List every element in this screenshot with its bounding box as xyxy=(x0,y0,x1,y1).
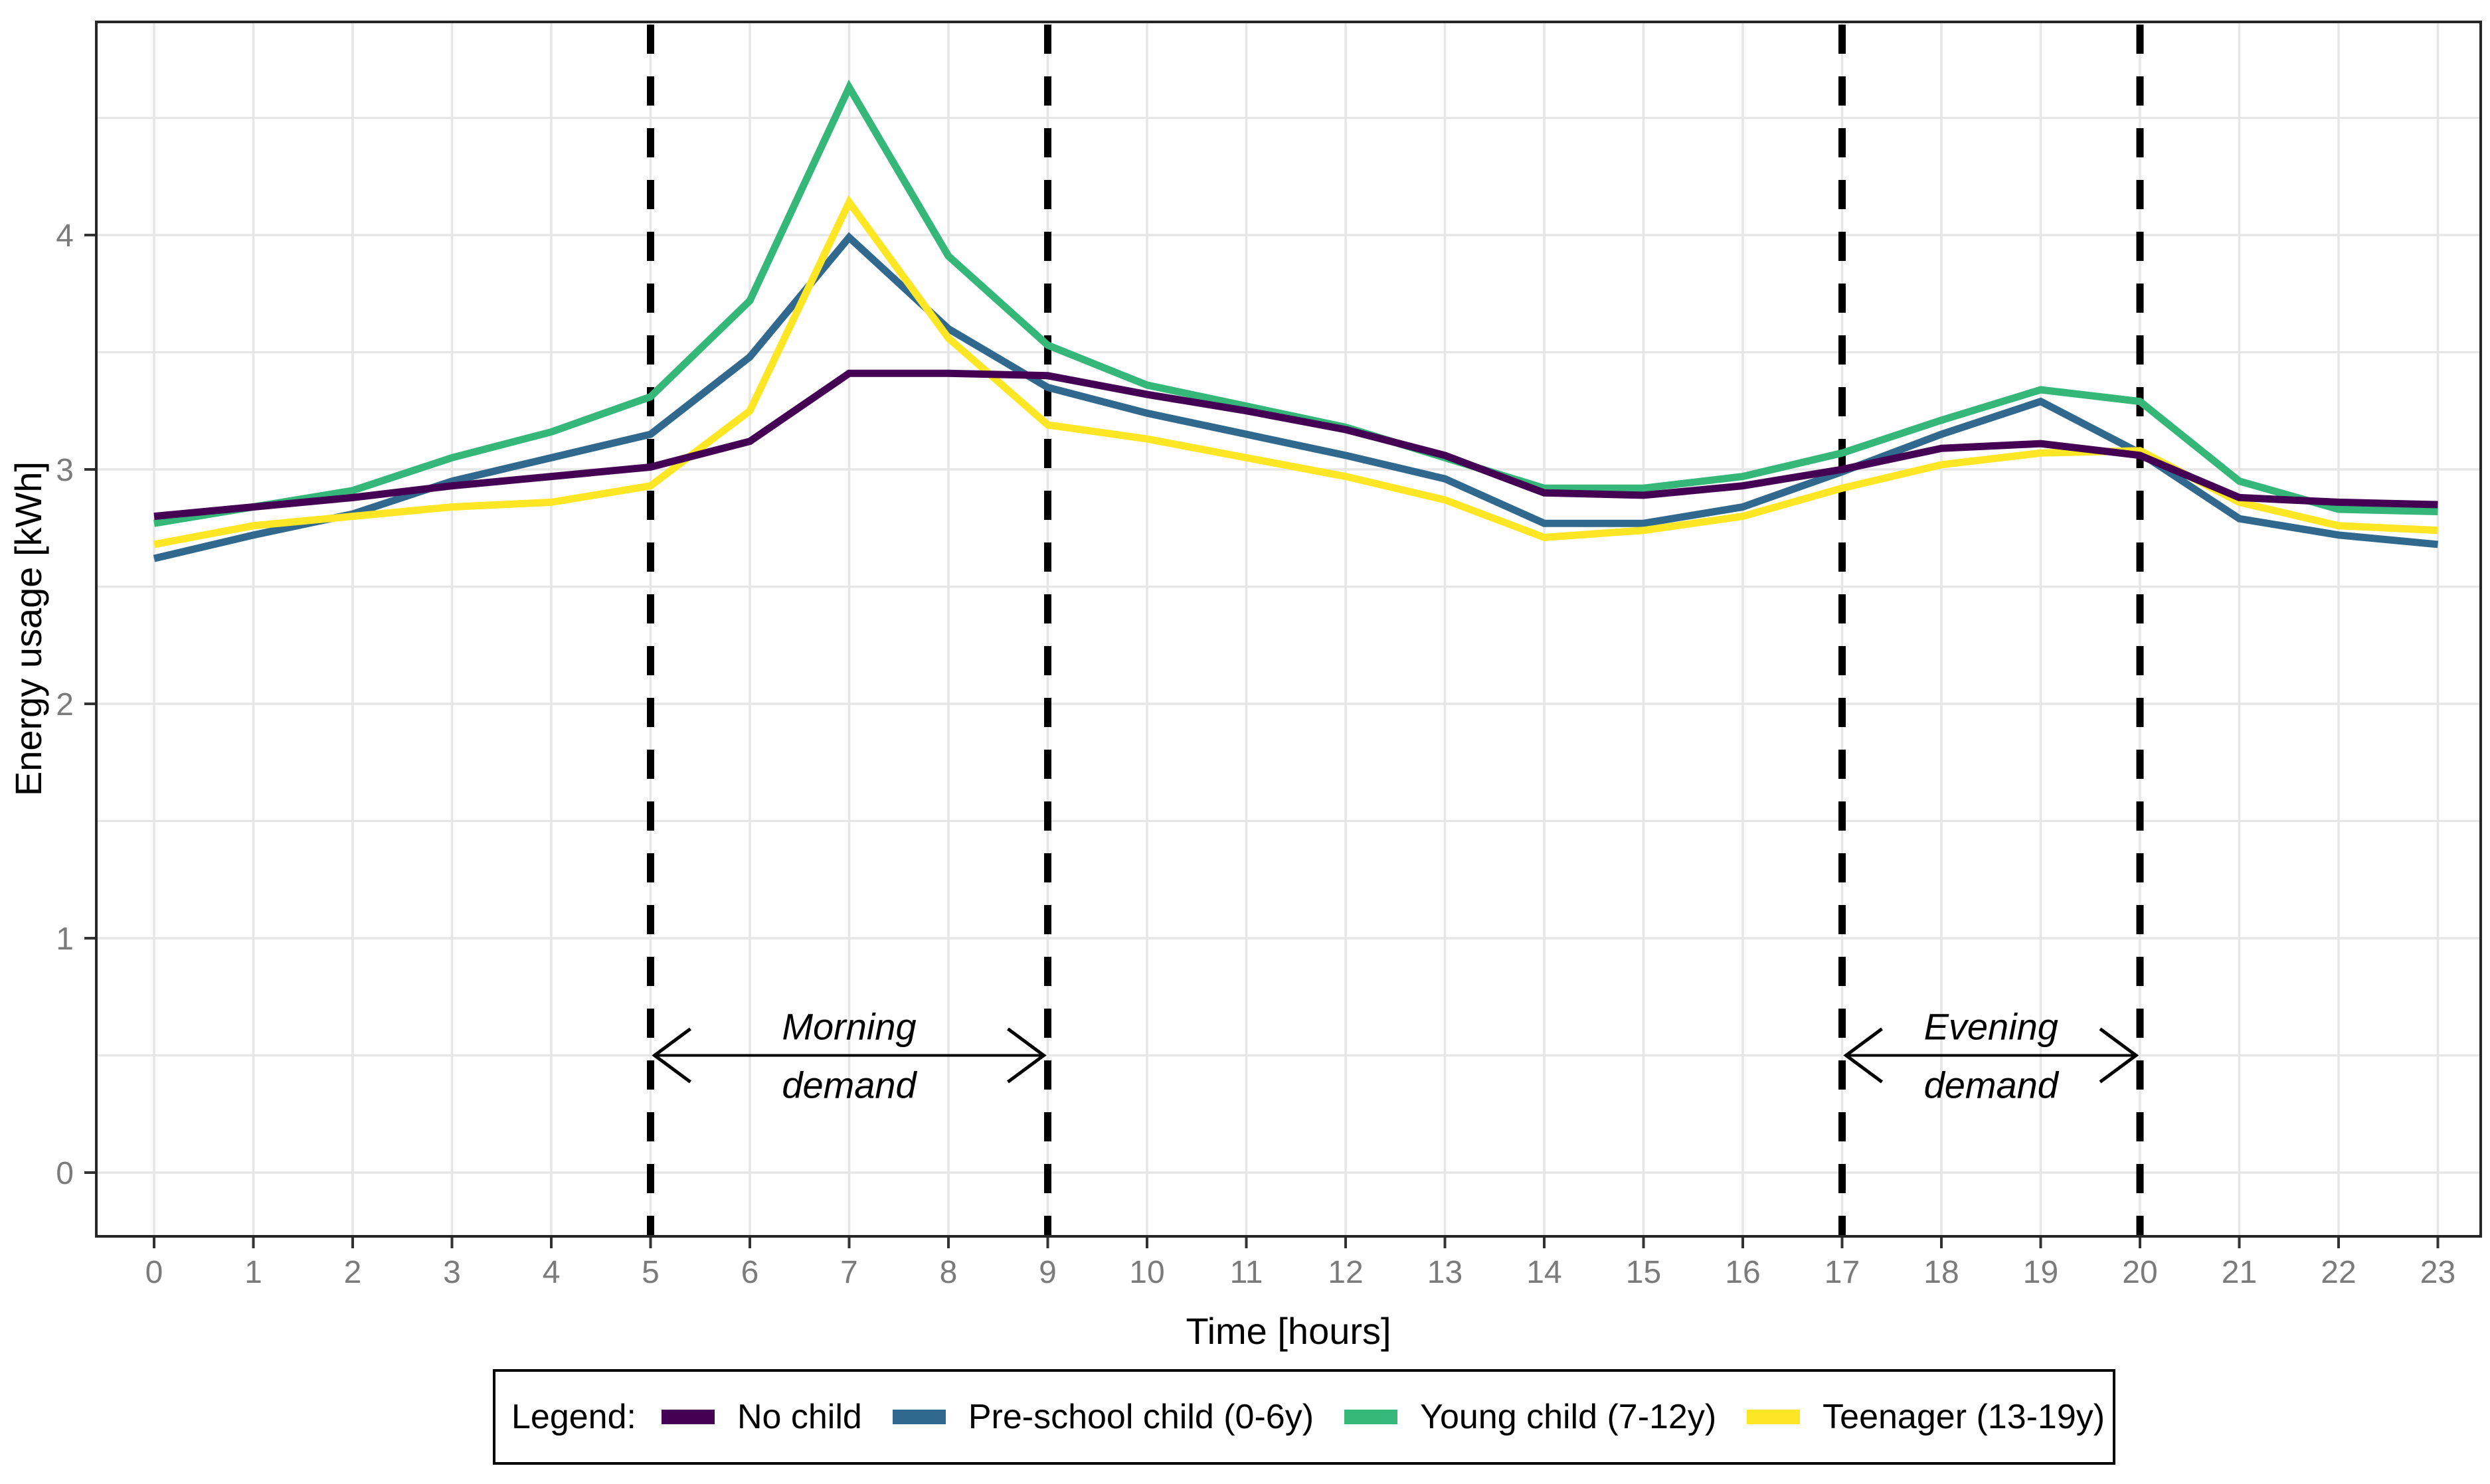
x-tick-label: 2 xyxy=(344,1255,362,1290)
legend-item: Pre-school child (0-6y) xyxy=(892,1397,1314,1437)
dashed-vlines xyxy=(647,25,2144,1235)
x-tick-label: 9 xyxy=(1039,1255,1057,1290)
x-tick-label: 15 xyxy=(1626,1255,1661,1290)
x-tick-label: 1 xyxy=(244,1255,262,1290)
x-tick-label: 18 xyxy=(1923,1255,1959,1290)
series-line-pre-school-child-0-6y xyxy=(153,232,2439,562)
arrow-head-left xyxy=(652,1027,691,1084)
x-tick-label: 10 xyxy=(1129,1255,1164,1290)
x-tick-label: 8 xyxy=(940,1255,958,1290)
legend-item: Young child (7-12y) xyxy=(1344,1397,1716,1437)
x-tick-label: 13 xyxy=(1427,1255,1463,1290)
legend-key-swatch xyxy=(1747,1410,1801,1424)
annotations: Morning demand Evening demand xyxy=(652,1006,2139,1106)
legend-item: Teenager (13-19y) xyxy=(1747,1397,2105,1437)
x-tick-label: 5 xyxy=(642,1255,660,1290)
legend-item-label: Teenager (13-19y) xyxy=(1823,1398,2105,1436)
x-tick-label: 22 xyxy=(2321,1255,2356,1290)
gridlines xyxy=(96,22,2481,1236)
y-tick-label: 4 xyxy=(56,218,74,254)
x-tick-label: 3 xyxy=(443,1255,461,1290)
series-line-young-child-7-12y xyxy=(153,79,2438,527)
x-tick-label: 20 xyxy=(2122,1255,2157,1290)
annotation-text-line2: demand xyxy=(1924,1064,2060,1106)
y-tick-label: 3 xyxy=(56,453,74,488)
arrow-head-right xyxy=(1007,1027,1047,1084)
series-line-teenager-13-19y xyxy=(153,195,2438,548)
series-line-no-child xyxy=(153,369,2438,521)
legend-title: Legend: xyxy=(511,1398,636,1436)
x-tick-label: 21 xyxy=(2222,1255,2257,1290)
x-tick-label: 7 xyxy=(840,1255,858,1290)
x-tick-label: 4 xyxy=(543,1255,561,1290)
x-tick-label: 19 xyxy=(2023,1255,2058,1290)
x-axis-title: Time [hours] xyxy=(1186,1310,1391,1352)
x-tick-label: 0 xyxy=(145,1255,163,1290)
annotation-text-line2: demand xyxy=(782,1064,917,1106)
legend-item-label: No child xyxy=(737,1398,862,1436)
legend: Legend: No child Pre-school child (0-6y) Y… xyxy=(493,1369,2115,1465)
series-lines xyxy=(153,79,2439,562)
legend-item-label: Young child (7-12y) xyxy=(1420,1398,1717,1436)
x-tick-label: 16 xyxy=(1725,1255,1760,1290)
y-tick-label: 1 xyxy=(56,922,74,957)
legend-key-swatch xyxy=(661,1410,715,1424)
y-tick-label: 2 xyxy=(56,687,74,722)
axes: 0 1 2 3 4 5 6 7 8 9 10 11 12 13 14 15 16 17 18 19 20 21 22 2301… xyxy=(56,218,2455,1290)
y-tick-label: 0 xyxy=(56,1156,74,1191)
x-tick-label: 12 xyxy=(1328,1255,1363,1290)
legend-key-swatch xyxy=(892,1410,946,1424)
annotation-text-line1: Morning xyxy=(782,1006,916,1048)
arrow-head-right xyxy=(2099,1027,2139,1084)
legend-item: No child xyxy=(661,1397,862,1437)
x-tick-label: 23 xyxy=(2420,1255,2455,1290)
x-tick-label: 11 xyxy=(1230,1255,1263,1290)
x-tick-label: 6 xyxy=(741,1255,759,1290)
y-axis-title: Energy usage [kWh] xyxy=(7,461,49,796)
panel-border xyxy=(95,21,2482,1238)
annotation-text-line1: Evening xyxy=(1924,1006,2058,1048)
arrow-head-left xyxy=(1843,1027,1883,1084)
x-tick-label: 17 xyxy=(1824,1255,1860,1290)
legend-item-label: Pre-school child (0-6y) xyxy=(968,1398,1314,1436)
x-tick-label: 14 xyxy=(1526,1255,1561,1290)
legend-items: No child Pre-school child (0-6y) Young chi… xyxy=(661,1397,2135,1437)
legend-key-swatch xyxy=(1344,1410,1398,1424)
